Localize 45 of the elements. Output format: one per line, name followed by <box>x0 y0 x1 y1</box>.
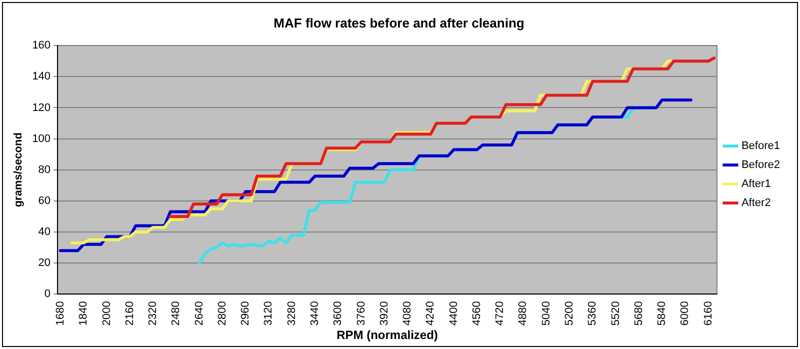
x-tick-label: 3280 <box>286 301 298 326</box>
y-tick-label: 100 <box>32 132 51 145</box>
y-tick-label: 160 <box>32 40 51 52</box>
x-tick-label: 2320 <box>147 301 160 326</box>
x-tick-label: 5360 <box>586 301 599 326</box>
y-tick-label: 80 <box>38 164 51 176</box>
x-tick-label: 6160 <box>702 301 714 326</box>
x-tick-label: 5040 <box>540 301 552 326</box>
x-tick-label: 5680 <box>632 301 645 326</box>
x-tick-label: 2160 <box>124 301 136 326</box>
x-tick-label: 2800 <box>216 301 228 326</box>
x-axis-title: RPM (normalized) <box>336 328 438 342</box>
y-tick-label: 20 <box>38 257 51 270</box>
y-axis-title: grams/second <box>12 132 25 208</box>
x-tick-label: 2000 <box>100 301 113 326</box>
x-tick-label: 6000 <box>679 301 692 326</box>
legend-label: After2 <box>741 197 771 210</box>
x-tick-label: 4560 <box>470 301 483 326</box>
x-tick-label: 4720 <box>494 301 506 326</box>
y-tick-label: 40 <box>38 226 51 238</box>
x-tick-label: 4240 <box>424 301 437 326</box>
legend-label: Before2 <box>741 159 780 172</box>
x-tick-label: 1680 <box>54 301 66 326</box>
legend-label: After1 <box>741 178 771 190</box>
x-tick-label: 5520 <box>610 301 622 326</box>
x-tick-label: 5200 <box>564 301 576 326</box>
x-tick-label: 3920 <box>378 301 390 326</box>
chart-title: MAF flow rates before and after cleaning <box>274 15 524 30</box>
x-tick-label: 3120 <box>262 301 275 326</box>
y-tick-label: 140 <box>32 70 51 83</box>
y-tick-label: 0 <box>44 288 51 300</box>
y-tick-label: 60 <box>38 194 51 207</box>
x-tick-label: 3600 <box>332 301 344 326</box>
x-tick-label: 3760 <box>355 301 368 326</box>
x-tick-label: 2960 <box>240 301 252 326</box>
x-tick-label: 2640 <box>193 301 206 326</box>
x-tick-label: 1840 <box>78 301 90 326</box>
x-tick-label: 3440 <box>308 301 321 326</box>
legend-label: Before1 <box>741 140 780 152</box>
x-tick-label: 4880 <box>517 301 530 326</box>
y-tick-label: 120 <box>32 102 51 114</box>
x-tick-label: 5840 <box>656 301 668 326</box>
x-tick-label: 4400 <box>448 301 460 326</box>
x-tick-label: 2480 <box>170 301 182 326</box>
x-tick-label: 4080 <box>402 301 414 326</box>
